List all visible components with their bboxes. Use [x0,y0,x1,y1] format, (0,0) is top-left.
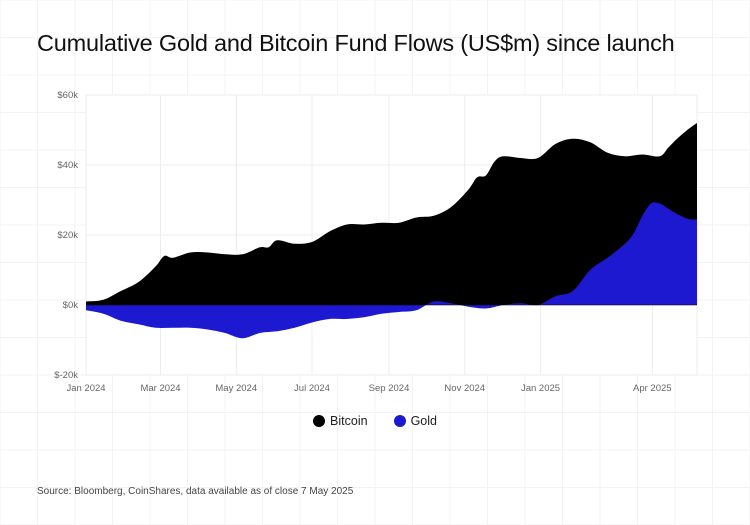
y-tick-label: $60k [57,90,78,101]
x-tick-label: Nov 2024 [444,383,485,394]
legend-item-gold: Gold [393,414,437,428]
legend: Bitcoin Gold [0,414,750,428]
legend-label-gold: Gold [410,414,437,428]
x-tick-label: May 2024 [215,383,257,394]
x-tick-label: Apr 2025 [633,383,672,394]
x-tick-label: Jul 2024 [294,383,330,394]
legend-item-bitcoin: Bitcoin [313,414,368,428]
x-tick-label: Jan 2025 [521,383,560,394]
legend-label-bitcoin: Bitcoin [330,414,368,428]
y-tick-label: $40k [57,160,78,171]
y-tick-label: $0k [63,300,79,311]
y-tick-label: $20k [57,230,78,241]
area-gold [86,202,697,339]
chart-title: Cumulative Gold and Bitcoin Fund Flows (… [37,30,675,56]
area-bitcoin [86,123,697,305]
x-tick-label: Sep 2024 [369,383,410,394]
source-note: Source: Bloomberg, CoinShares, data avai… [37,486,354,497]
x-tick-label: Jan 2024 [66,383,105,394]
legend-swatch-gold [393,415,406,427]
y-tick-label: $-20k [54,370,78,381]
x-tick-label: Mar 2024 [140,383,180,394]
legend-swatch-bitcoin [313,415,326,427]
